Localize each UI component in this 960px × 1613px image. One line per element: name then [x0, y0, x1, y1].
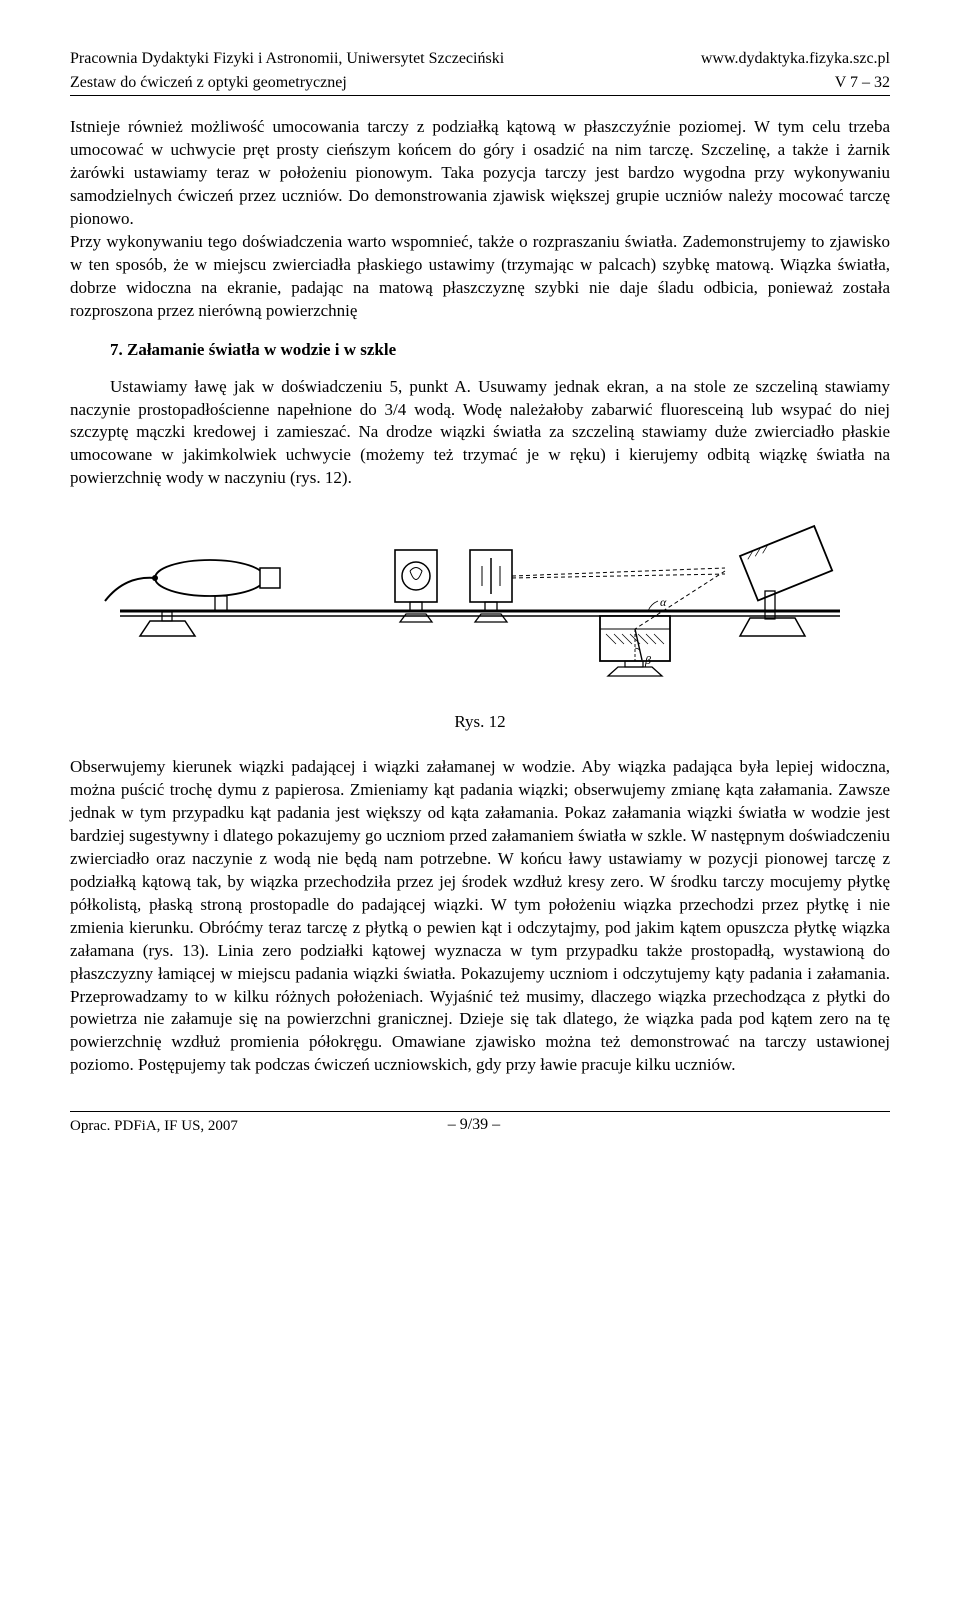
page-header-row2: Zestaw do ćwiczeń z optyki geometrycznej… [70, 72, 890, 97]
header-left-1: Pracownia Dydaktyki Fizyki i Astronomii,… [70, 48, 504, 70]
page-footer: Oprac. PDFiA, IF US, 2007 – 9/39 – [70, 1111, 890, 1136]
svg-text:β: β [644, 653, 651, 667]
paragraph-1b: Przy wykonywaniu tego doświadczenia wart… [70, 231, 890, 323]
figure-12-caption: Rys. 12 [70, 711, 890, 734]
section-7-heading: 7. Załamanie światła w wodzie i w szkle [110, 339, 890, 362]
page-header-row1: Pracownia Dydaktyki Fizyki i Astronomii,… [70, 48, 890, 70]
header-right-1: www.dydaktyka.fizyka.szc.pl [701, 48, 890, 70]
header-left-2: Zestaw do ćwiczeń z optyki geometrycznej [70, 72, 347, 94]
footer-page-number: – 9/39 – [448, 1114, 500, 1136]
optical-bench-diagram: β α [100, 516, 860, 686]
header-right-2: V 7 – 32 [835, 72, 890, 94]
paragraph-2: Ustawiamy ławę jak w doświadczeniu 5, pu… [70, 376, 890, 491]
figure-12: β α [70, 516, 890, 693]
svg-text:α: α [660, 595, 667, 609]
paragraph-1a: Istnieje również możliwość umocowania ta… [70, 116, 890, 231]
footer-left: Oprac. PDFiA, IF US, 2007 [70, 1116, 238, 1136]
paragraph-3: Obserwujemy kierunek wiązki padającej i … [70, 756, 890, 1077]
